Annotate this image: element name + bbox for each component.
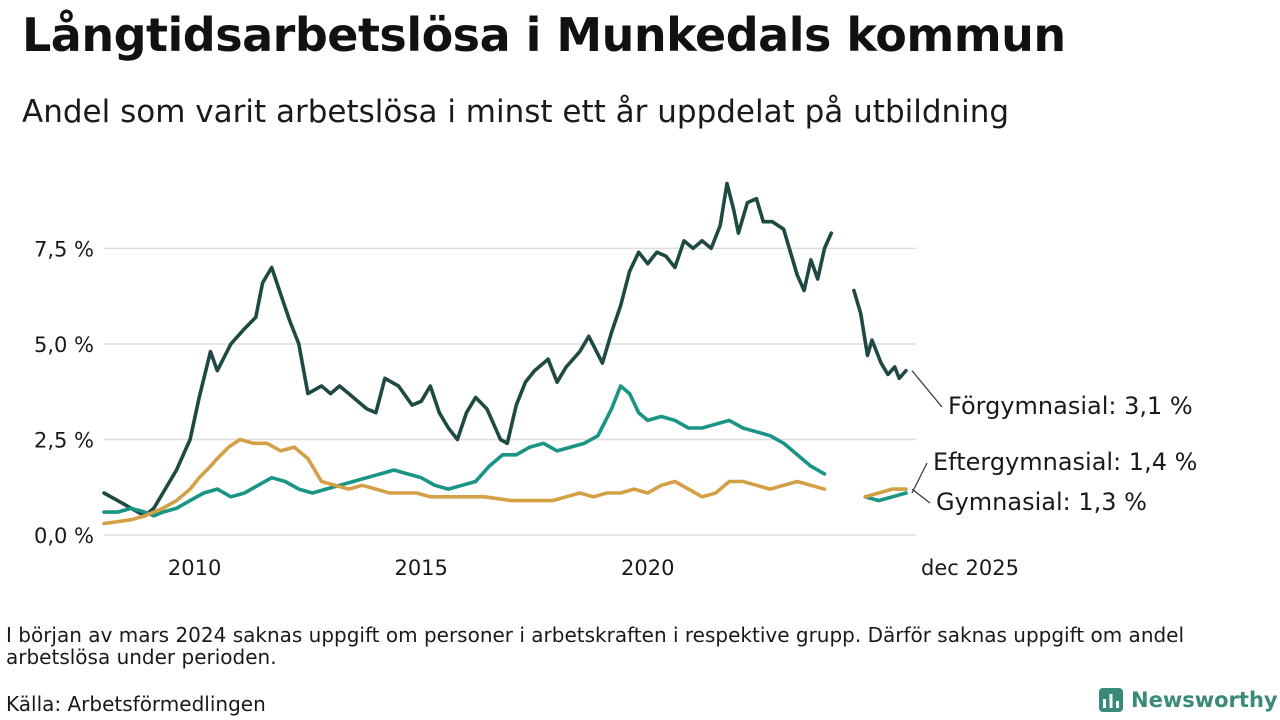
y-tick-label: 0,0 % bbox=[34, 524, 94, 548]
series-line-eftergymnasial bbox=[102, 384, 827, 518]
end-label-eftergymnasial: Eftergymnasial: 1,4 % bbox=[933, 448, 1197, 476]
series-line-gymnasial bbox=[102, 437, 827, 526]
series-line-gymnasial bbox=[863, 487, 908, 499]
end-label-förgymnasial: Förgymnasial: 3,1 % bbox=[948, 392, 1193, 420]
end-label-gymnasial: Gymnasial: 1,3 % bbox=[936, 488, 1147, 516]
x-tick-label: dec 2025 bbox=[921, 556, 1019, 580]
brand-name: Newsworthy bbox=[1131, 688, 1278, 712]
x-tick-label: 2020 bbox=[621, 556, 674, 580]
end-label-leader bbox=[911, 462, 928, 494]
chart-title: Långtidsarbetslösa i Munkedals kommun bbox=[22, 8, 1066, 62]
series-line-förgymnasial bbox=[102, 181, 834, 518]
x-tick-label: 2015 bbox=[394, 556, 447, 580]
series-line-eftergymnasial bbox=[863, 491, 908, 503]
brand-logo[interactable]: Newsworthy bbox=[1099, 688, 1278, 712]
end-label-leader bbox=[911, 370, 943, 408]
end-label-leader bbox=[911, 488, 931, 504]
series-line-förgymnasial bbox=[852, 288, 908, 381]
y-tick-label: 7,5 % bbox=[34, 237, 94, 261]
y-tick-label: 2,5 % bbox=[34, 428, 94, 452]
newsworthy-logo-icon bbox=[1099, 688, 1123, 712]
chart-footnote: I början av mars 2024 saknas uppgift om … bbox=[6, 623, 1185, 669]
y-tick-label: 5,0 % bbox=[34, 333, 94, 357]
x-tick-label: 2010 bbox=[168, 556, 221, 580]
chart-subtitle: Andel som varit arbetslösa i minst ett å… bbox=[22, 94, 1010, 130]
chart-source: Källa: Arbetsförmedlingen bbox=[6, 692, 266, 716]
